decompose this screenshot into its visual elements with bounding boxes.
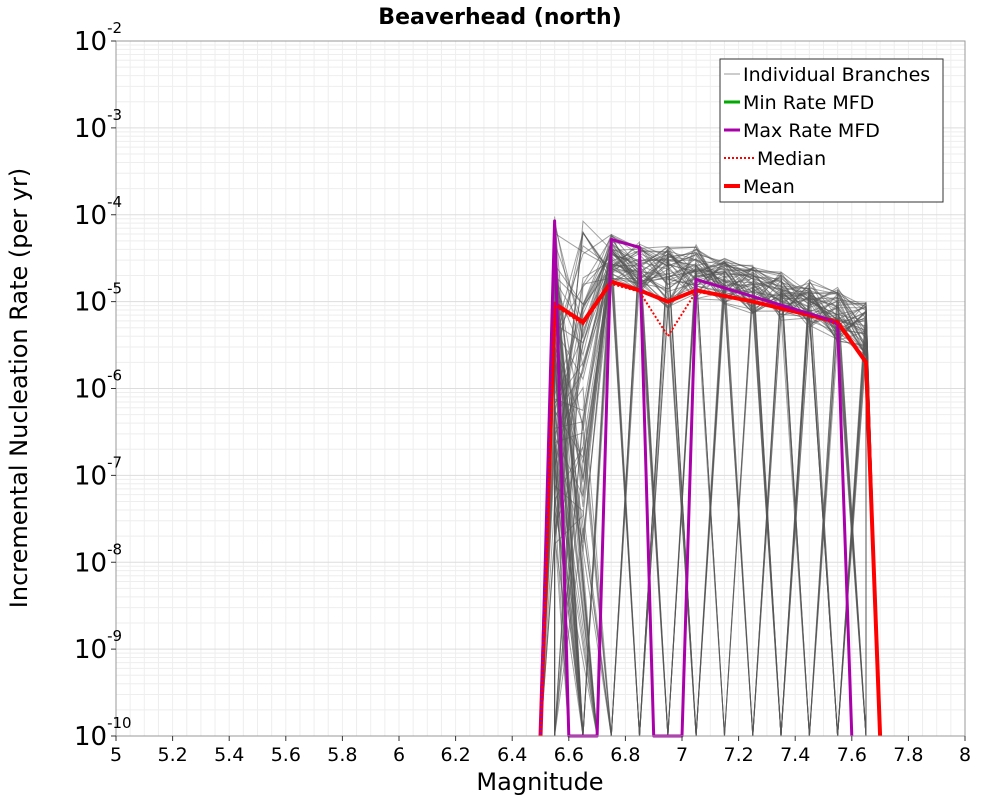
x-tick-label: 5.6 — [271, 744, 301, 766]
legend-label: Individual Branches — [743, 64, 930, 86]
x-tick-label: 6.4 — [497, 744, 527, 766]
x-tick-label: 8 — [959, 744, 971, 766]
x-tick-label: 5.8 — [327, 744, 357, 766]
legend-label: Mean — [743, 176, 795, 198]
series-max-rate-mfd — [539, 219, 854, 738]
x-tick-label: 7.6 — [837, 744, 867, 766]
series-median — [539, 282, 882, 737]
x-axis-label: Magnitude — [476, 768, 603, 796]
x-tick-label: 6.6 — [554, 744, 584, 766]
x-tick-label: 6.2 — [440, 744, 470, 766]
legend-label: Max Rate MFD — [743, 120, 880, 142]
x-axis: 5 5.2 5.4 5.6 5.8 6 6.2 6.4 6.6 6.8 7 7.2 7.4 7.6 7.8 8 — [110, 736, 971, 766]
chart-title: Beaverhead (north) — [378, 5, 621, 30]
x-tick-label: 5 — [110, 744, 122, 766]
series-lines — [538, 219, 883, 738]
x-tick-label: 5.2 — [157, 744, 187, 766]
x-tick-label: 7.4 — [780, 744, 810, 766]
x-tick-label: 5.4 — [214, 744, 244, 766]
branch-line — [554, 263, 881, 737]
legend-box — [719, 58, 944, 203]
x-tick-label: 6 — [393, 744, 405, 766]
legend-label: Min Rate MFD — [743, 92, 874, 114]
x-tick-label: 7.8 — [893, 744, 923, 766]
branch-line — [554, 258, 867, 737]
x-tick-label: 6.8 — [610, 744, 640, 766]
legend: Individual Branches Min Rate MFD Max Rate … — [719, 58, 944, 203]
branch-line — [554, 260, 881, 737]
branch-line — [554, 223, 881, 737]
branch-line — [554, 248, 867, 737]
y-axis-label: Incremental Nucleation Rate (per yr) — [5, 168, 33, 608]
legend-label: Median — [757, 148, 826, 170]
branch-line — [554, 253, 867, 737]
x-tick-label: 7.2 — [723, 744, 753, 766]
grid — [115, 41, 966, 737]
branch-line — [554, 266, 881, 737]
x-tick-label: 7 — [676, 744, 688, 766]
